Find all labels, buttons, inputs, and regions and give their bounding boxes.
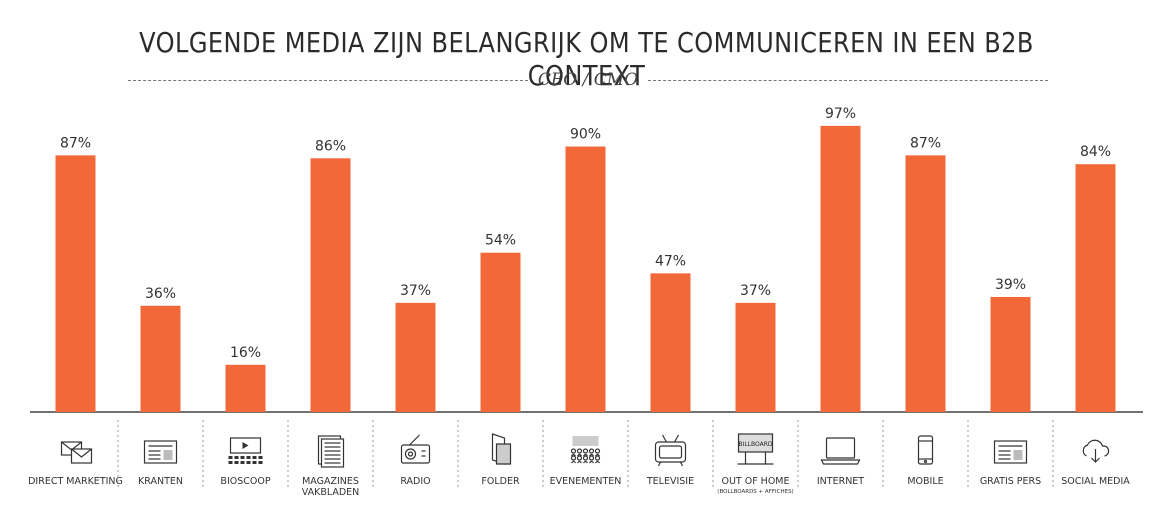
bar <box>905 155 946 412</box>
bar <box>395 302 436 412</box>
category-label: SOCIAL MEDIA <box>1061 476 1130 487</box>
category-label: RADIO <box>400 476 430 487</box>
bar <box>735 302 776 412</box>
billboard-text: BILLBOARD <box>738 441 772 448</box>
category-label: VAKBLADEN <box>302 487 360 498</box>
category-sublabel: (BOLLBOARDS + AFFICHES) <box>717 489 793 495</box>
category-label: OUT OF HOME <box>721 476 789 487</box>
bar <box>480 252 521 412</box>
subtitle-row: CEO / CMO <box>128 68 1048 92</box>
bar <box>1075 164 1116 412</box>
category-label: FOLDER <box>481 476 520 487</box>
bar <box>650 273 691 412</box>
category-label: EVENEMENTEN <box>550 476 622 487</box>
bar <box>820 125 861 412</box>
free-newspaper-icon <box>993 440 1028 464</box>
category-label: MAGAZINES <box>302 476 359 487</box>
laptop-icon <box>820 437 861 465</box>
category-label: DIRECT MARKETING <box>28 476 123 487</box>
envelope-icon <box>60 441 93 464</box>
bar <box>565 146 606 412</box>
data-label: 36% <box>145 286 176 302</box>
data-label: 39% <box>995 277 1026 293</box>
chart-subtitle: CEO / CMO <box>537 70 639 90</box>
bar <box>140 305 181 412</box>
category-label: MOBILE <box>907 476 943 487</box>
data-label: 97% <box>825 106 856 122</box>
subtitle-dash-left <box>128 79 528 81</box>
category-label: GRATIS PERS <box>980 476 1041 487</box>
magazine-icon <box>317 435 345 468</box>
bar <box>990 296 1031 412</box>
category-label: BIOSCOOP <box>220 476 270 487</box>
data-label: 16% <box>230 345 261 361</box>
bar <box>225 364 266 412</box>
chart-title: VOLGENDE MEDIA ZIJN BELANGRIJK OM TE COM… <box>139 26 1034 92</box>
category-label: INTERNET <box>817 476 864 487</box>
category-label: TELEVISIE <box>646 476 694 487</box>
bar <box>310 158 351 412</box>
cloud-download-icon <box>1082 439 1110 463</box>
data-label: 37% <box>740 283 771 299</box>
event-audience-icon <box>570 436 601 464</box>
cinema-screen-icon <box>228 437 263 464</box>
data-label: 87% <box>910 135 941 151</box>
data-label: 37% <box>400 283 431 299</box>
newspaper-icon <box>143 440 178 464</box>
data-label: 54% <box>485 233 516 249</box>
bar <box>55 155 96 412</box>
data-label: 86% <box>315 138 346 154</box>
data-label: 47% <box>655 253 686 269</box>
category-label: KRANTEN <box>138 476 183 487</box>
radio-icon <box>400 434 431 464</box>
television-icon <box>654 434 687 467</box>
subtitle-dash-right <box>648 79 1048 81</box>
data-label: 87% <box>60 135 91 151</box>
data-label: 90% <box>570 127 601 143</box>
folder-leaflet-icon <box>491 433 512 465</box>
mobile-phone-icon <box>917 435 934 465</box>
data-label: 84% <box>1080 144 1111 160</box>
billboard-icon: BILLBOARD <box>737 433 774 465</box>
